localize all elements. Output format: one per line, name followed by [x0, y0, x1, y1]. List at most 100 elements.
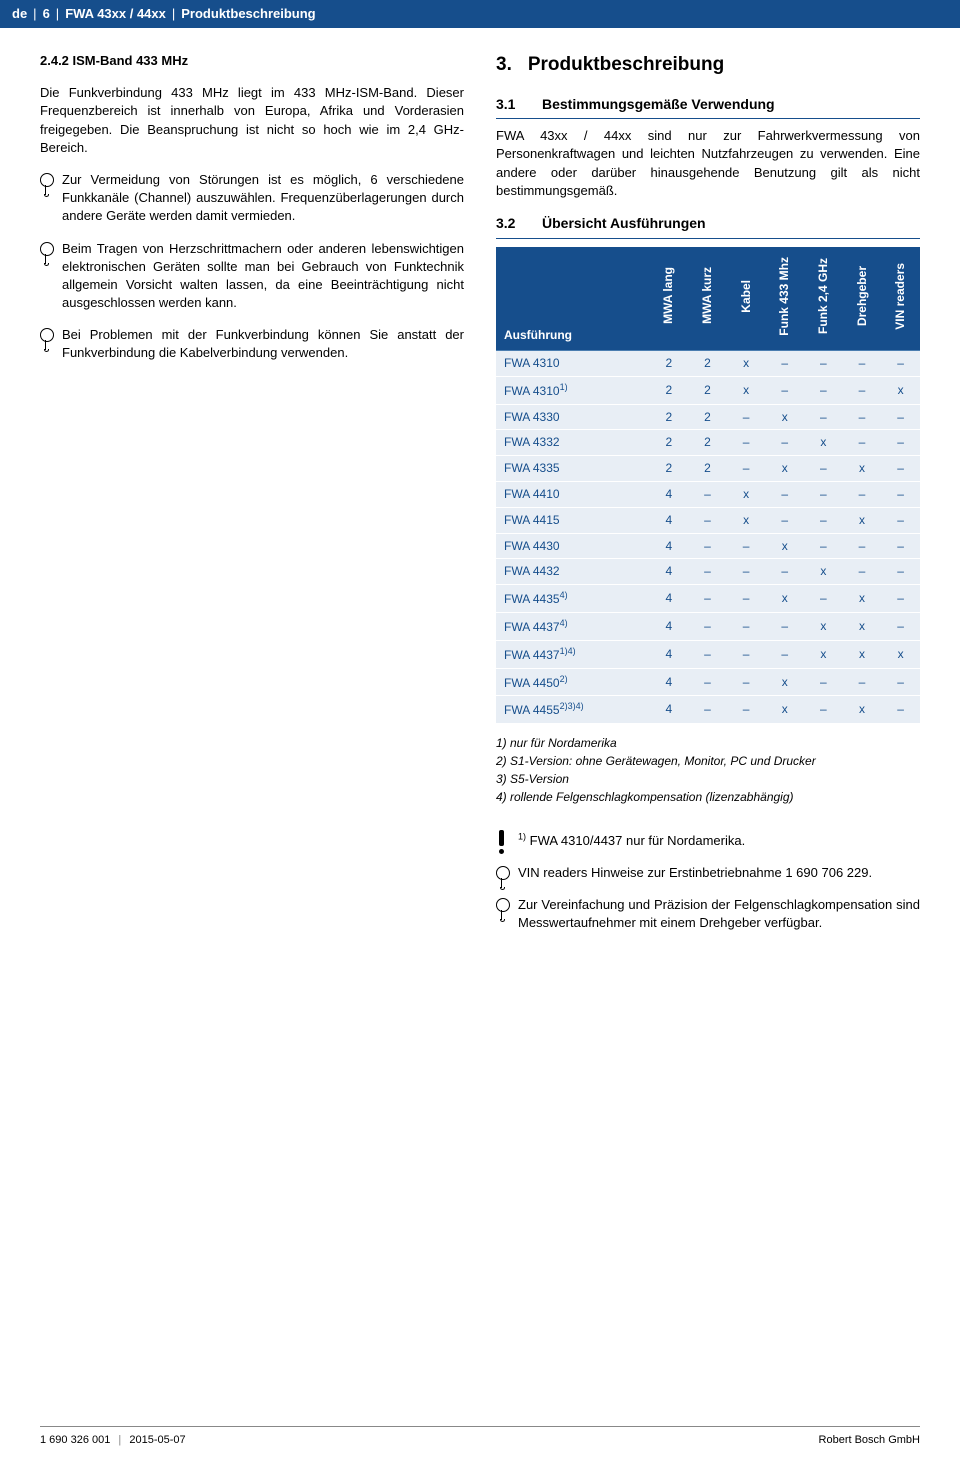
cell-value: 2 [688, 376, 727, 404]
table-row: FWA 431022x–––– [496, 351, 920, 377]
warning-note-text: FWA 4310/4437 nur für Nordamerika. [530, 833, 746, 848]
cell-value: – [804, 585, 843, 613]
header-page: 6 [43, 5, 50, 23]
page-footer: 1 690 326 001 | 2015-05-07 Robert Bosch … [40, 1426, 920, 1448]
cell-value: – [727, 456, 766, 482]
cell-value: 4 [650, 612, 689, 640]
th-funk-24: Funk 2,4 GHz [804, 247, 843, 351]
cell-value: – [688, 507, 727, 533]
info-note-1: Zur Vermeidung von Störungen ist es mögl… [40, 171, 464, 226]
subsection-31: 3.1 Bestimmungsgemäße Verwendung [496, 95, 920, 120]
right-column: 3. Produktbeschreibung 3.1 Bestimmungsge… [496, 52, 920, 946]
th-mwa-kurz: MWA kurz [688, 247, 727, 351]
info-note-1-text: Zur Vermeidung von Störungen ist es mögl… [62, 172, 464, 223]
cell-value: 2 [650, 376, 689, 404]
subsection-31-num: 3.1 [496, 95, 526, 115]
info-note-2-text: Beim Tragen von Herzschrittmachern oder … [62, 241, 464, 311]
section-3-title: 3. Produktbeschreibung [496, 52, 920, 79]
cell-value: – [688, 482, 727, 508]
cell-value: – [843, 430, 882, 456]
cell-value: x [804, 612, 843, 640]
footer-docnum: 1 690 326 001 [40, 1434, 110, 1446]
cell-value: x [727, 376, 766, 404]
cell-value: x [881, 376, 920, 404]
info-drehgeber-text: Zur Vereinfachung und Präzision der Felg… [518, 897, 920, 930]
cell-value: – [804, 533, 843, 559]
footnote-3: 3) S5-Version [496, 770, 920, 788]
cell-value: 2 [688, 456, 727, 482]
cell-value: – [727, 612, 766, 640]
section-3-text: Produktbeschreibung [528, 52, 724, 79]
cell-value: – [727, 668, 766, 696]
cell-value: – [688, 533, 727, 559]
th-drehgeber: Drehgeber [843, 247, 882, 351]
cell-value: – [881, 696, 920, 724]
heading-242: 2.4.2 ISM-Band 433 MHz [40, 52, 464, 70]
cell-value: x [804, 430, 843, 456]
subsection-31-title: Bestimmungsgemäße Verwendung [542, 95, 775, 115]
header-sep: | [33, 5, 36, 23]
subsection-32: 3.2 Übersicht Ausführungen [496, 214, 920, 239]
th-vin-readers: VIN readers [881, 247, 920, 351]
cell-value: – [804, 351, 843, 377]
table-row: FWA 44374)4–––xx– [496, 612, 920, 640]
cell-value: – [881, 404, 920, 430]
cell-value: – [765, 612, 804, 640]
cell-value: – [881, 351, 920, 377]
cell-value: – [727, 640, 766, 668]
cell-value: 4 [650, 482, 689, 508]
cell-model: FWA 4415 [496, 507, 650, 533]
table-row: FWA 44304––x––– [496, 533, 920, 559]
cell-value: – [727, 696, 766, 724]
paragraph-intro: Die Funkverbindung 433 MHz liegt im 433 … [40, 84, 464, 157]
left-column: 2.4.2 ISM-Band 433 MHz Die Funkverbindun… [40, 52, 464, 946]
cell-value: 4 [650, 533, 689, 559]
header-sep: | [172, 5, 175, 23]
cell-value: 2 [650, 456, 689, 482]
table-row: FWA 44324–––x–– [496, 559, 920, 585]
cell-value: x [765, 404, 804, 430]
info-note-2: Beim Tragen von Herzschrittmachern oder … [40, 240, 464, 313]
cell-model: FWA 44371)4) [496, 640, 650, 668]
cell-value: – [727, 430, 766, 456]
cell-value: x [765, 456, 804, 482]
cell-value: – [765, 430, 804, 456]
footnote-1: 1) nur für Nordamerika [496, 734, 920, 752]
cell-value: 2 [650, 351, 689, 377]
cell-value: – [804, 482, 843, 508]
cell-value: – [688, 612, 727, 640]
footer-date: 2015-05-07 [129, 1434, 185, 1446]
th-execution: Ausführung [496, 247, 650, 351]
cell-value: – [765, 640, 804, 668]
subsection-31-body: FWA 43xx / 44xx sind nur zur Fahrwerkver… [496, 127, 920, 200]
cell-value: x [881, 640, 920, 668]
cell-value: x [843, 612, 882, 640]
page-header: de | 6 | FWA 43xx / 44xx | Produktbeschr… [0, 0, 960, 28]
cell-value: – [843, 559, 882, 585]
cell-value: x [765, 533, 804, 559]
table-footnotes: 1) nur für Nordamerika 2) S1-Version: oh… [496, 734, 920, 806]
cell-value: 4 [650, 668, 689, 696]
cell-value: – [843, 668, 882, 696]
cell-value: – [727, 559, 766, 585]
table-row: FWA 433022–x––– [496, 404, 920, 430]
info-drehgeber: Zur Vereinfachung und Präzision der Felg… [496, 896, 920, 932]
cell-value: – [881, 507, 920, 533]
cell-value: 4 [650, 640, 689, 668]
footer-company: Robert Bosch GmbH [819, 1433, 920, 1448]
subsection-32-title: Übersicht Ausführungen [542, 214, 706, 234]
cell-value: – [843, 376, 882, 404]
cell-value: – [765, 482, 804, 508]
spec-table-head: Ausführung MWA lang MWA kurz Kabel Funk … [496, 247, 920, 351]
section-3-num: 3. [496, 52, 512, 79]
cell-value: – [765, 376, 804, 404]
th-kabel: Kabel [727, 247, 766, 351]
table-row: FWA 433522–x–x– [496, 456, 920, 482]
cell-value: 4 [650, 507, 689, 533]
cell-model: FWA 4410 [496, 482, 650, 508]
info-note-3-text: Bei Problemen mit der Funkverbindung kön… [62, 327, 464, 360]
cell-model: FWA 44552)3)4) [496, 696, 650, 724]
cell-value: – [804, 696, 843, 724]
cell-value: – [881, 456, 920, 482]
cell-model: FWA 44502) [496, 668, 650, 696]
